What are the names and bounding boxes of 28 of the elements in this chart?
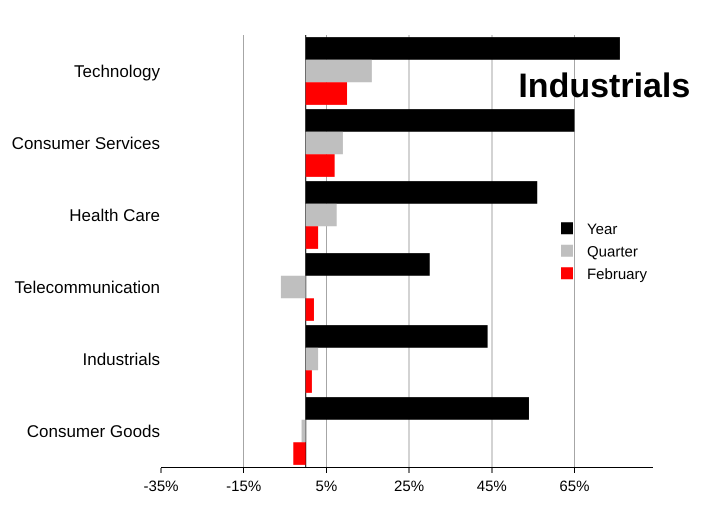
- legend-label: February: [587, 266, 648, 284]
- legend-label: Year: [587, 221, 618, 238]
- y-tick-label: Health Care: [69, 206, 160, 225]
- y-tick-label: Technology: [74, 62, 160, 81]
- x-tick-label: -35%: [143, 478, 179, 495]
- x-tick-label: 65%: [559, 478, 590, 495]
- bar: [306, 348, 318, 370]
- bar: [302, 420, 306, 442]
- x-tick-label: 25%: [394, 478, 424, 495]
- y-tick-label: Telecommunication: [14, 278, 160, 297]
- bar: [306, 370, 312, 393]
- bar: [306, 204, 337, 226]
- text: Industrials: [518, 67, 690, 106]
- x-tick-label: 5%: [316, 478, 338, 495]
- bar: [306, 154, 335, 177]
- x-tick-label: 45%: [476, 478, 507, 495]
- legend-label: Quarter: [587, 244, 638, 261]
- x-tick-label: -15%: [226, 478, 262, 495]
- y-tick-label: Consumer Goods: [26, 422, 160, 441]
- y-tick-label: Industrials: [82, 350, 160, 369]
- bar: [306, 60, 372, 82]
- bar: [280, 276, 306, 298]
- y-tick-label: Consumer Services: [12, 134, 160, 153]
- bar: [306, 82, 348, 105]
- bar: [293, 442, 306, 465]
- bar: [306, 132, 343, 154]
- bar: [306, 226, 318, 249]
- bar: [306, 298, 314, 321]
